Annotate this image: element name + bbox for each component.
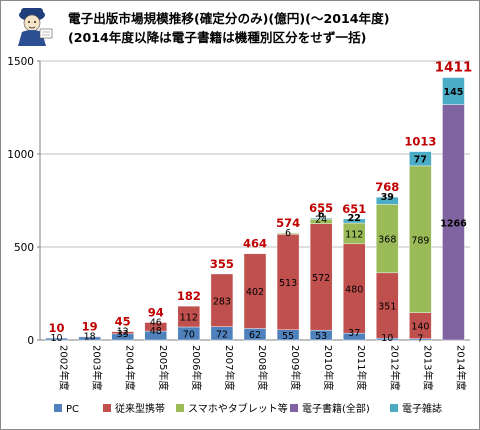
data-label-2007-feature-phone: 283 [213,296,231,307]
x-tick-label-2002: 2002年度 [58,345,71,390]
chart-title-line-2: (2014年度以降は電子書籍は機種別区分をせず一括) [68,30,367,45]
data-label-2005-feature-phone: 46 [150,318,162,329]
data-label-2009-pc: 55 [282,331,294,342]
data-label-2011-emagazines: 22 [348,213,361,224]
bar-2011-emagazines [343,218,366,224]
bar-2006-feature-phone [177,305,201,328]
legend-label-smartphone-tablet: スマホやタブレット等 [188,404,288,415]
legend-swatch-emagazines [390,404,398,412]
y-tick-label-1500: 1500 [7,56,34,68]
mascot-logo [18,8,53,46]
data-label-2008-pc: 62 [249,330,261,341]
legend-item-emagazines: 電子雑誌 [390,402,442,418]
data-label-2013-feature-phone: 140 [411,322,429,333]
x-tick-label-2003: 2003年度 [91,345,104,390]
data-label-2004-feature-phone: 12 [117,327,129,338]
bar-2002-pc [45,337,68,341]
bar-2013-emagazines [409,151,432,167]
x-tick-label-2012: 2012年度 [388,345,401,390]
data-label-2013-pc: 7 [417,334,423,345]
data-label-2014-ebooks-all: 1266 [440,218,467,229]
data-label-2006-feature-phone: 112 [180,313,198,324]
total-label-2003: 19 [82,319,98,333]
x-tick-label-2010: 2010年度 [322,345,335,390]
data-label-2012-pc: 10 [381,333,393,344]
total-label-2014: 1411 [435,60,473,76]
total-label-2013: 1013 [404,135,436,149]
data-label-2004-pc: 33 [117,329,129,340]
legend-swatch-feature-phone [103,404,111,412]
bar-2014-emagazines [442,77,465,105]
x-tick-label-2005: 2005年度 [157,345,170,390]
total-label-2007: 355 [210,257,234,271]
bar-2008-feature-phone [243,253,267,329]
data-label-2010-pc: 53 [315,331,327,342]
bar-2012-emagazines [376,196,399,205]
data-label-2005-pc: 48 [150,326,162,337]
y-tick-label-0: 0 [27,335,34,347]
legend-item-ebooks-all: 電子書籍(全部) [290,402,370,418]
bar-2010-emagazines [309,217,333,220]
data-label-2011-feature-phone: 480 [345,284,363,295]
legend-swatch-ebooks-all [290,404,298,412]
x-tick-label-2009: 2009年度 [289,345,302,390]
x-tick-label-2007: 2007年度 [223,345,236,390]
data-label-2002-pc: 10 [50,333,62,344]
total-label-2004: 45 [115,315,131,329]
total-label-2010: 655 [309,201,333,215]
legend-label-feature-phone: 従来型携帯 [115,404,165,415]
total-label-2008: 464 [243,237,267,251]
y-tick-label-1000: 1000 [7,149,34,161]
x-tick-label-2004: 2004年度 [124,345,137,390]
data-label-2012-feature-phone: 351 [378,301,396,312]
total-label-2009: 574 [276,216,300,230]
x-tick-label-2011: 2011年度 [355,345,368,390]
total-label-2002: 10 [49,321,65,335]
bar-2007-feature-phone [210,273,234,327]
total-label-2005: 94 [148,306,164,320]
bar-2009-smartphone-tablet [276,233,300,235]
legend-item-pc: PC [54,402,79,418]
bar-2005-feature-phone [144,322,167,332]
data-label-2009-feature-phone: 513 [279,278,297,289]
data-label-2007-pc: 72 [216,329,228,340]
legend-label-pc: PC [66,404,80,415]
data-label-2010-emagazines: 6 [318,209,325,220]
data-label-2011-smartphone-tablet: 112 [345,229,363,240]
x-tick-label-2008: 2008年度 [256,345,269,390]
data-label-2010-feature-phone: 572 [312,273,330,284]
x-tick-label-2014: 2014年度 [454,345,467,390]
data-label-2014-emagazines: 145 [444,87,464,98]
data-label-2009-smartphone-tablet: 6 [285,228,291,239]
total-label-2011: 651 [342,202,366,216]
bar-2003-feature-phone [78,336,101,338]
data-label-2008-feature-phone: 402 [246,287,264,298]
legend-item-smartphone-tablet: スマホやタブレット等 [176,402,288,418]
data-label-2013-emagazines: 77 [414,155,427,166]
legend-label-emagazines: 電子雑誌 [402,404,442,415]
y-tick-label-500: 500 [14,242,34,254]
data-label-2012-smartphone-tablet: 368 [378,235,396,246]
chart-title: 電子出版市場規模推移(確定分のみ)(億円)(〜2014年度) (2014年度以降… [68,9,473,47]
chart-title-line-1: 電子出版市場規模推移(確定分のみ)(億円)(〜2014年度) [68,11,390,26]
data-label-2012-emagazines: 39 [381,192,394,203]
data-label-2006-pc: 70 [183,329,195,340]
legend-swatch-smartphone-tablet [176,404,184,412]
legend-label-ebooks-all: 電子書籍(全部) [302,404,370,415]
data-label-2003-pc: 18 [84,332,96,343]
bar-2004-feature-phone [111,331,134,335]
data-label-2011-pc: 37 [348,328,360,339]
total-label-2012: 768 [375,180,399,194]
x-tick-label-2013: 2013年度 [421,345,434,390]
x-tick-label-2006: 2006年度 [190,345,203,390]
legend-item-feature-phone: 従来型携帯 [103,402,165,418]
data-label-2010-smartphone-tablet: 24 [315,214,327,225]
legend-swatch-pc [54,404,62,412]
total-label-2006: 182 [177,289,201,303]
data-label-2013-smartphone-tablet: 789 [411,235,429,246]
